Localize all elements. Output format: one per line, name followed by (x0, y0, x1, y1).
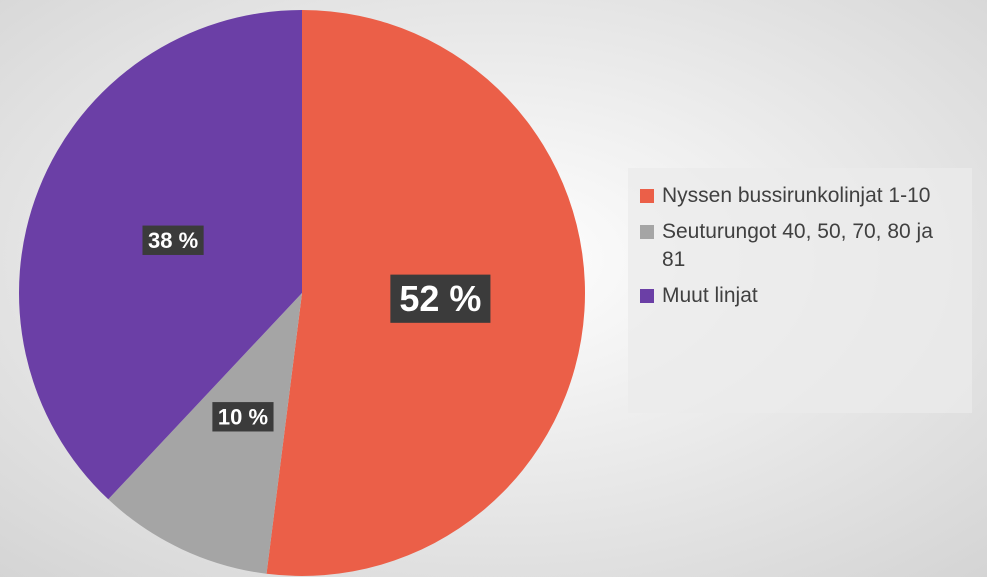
data-label: 38 % (142, 225, 204, 255)
data-label-box (212, 402, 274, 432)
data-label-text: 10 % (218, 404, 268, 429)
data-label-text: 52 % (399, 278, 481, 319)
legend-swatch (640, 189, 654, 203)
data-label-box (390, 274, 491, 323)
legend-label: Seuturungot 40, 50, 70, 80 ja 81 (662, 220, 933, 271)
legend-swatch (640, 289, 654, 303)
pie-slice (108, 293, 303, 574)
legend-item: Muut linjat (640, 282, 962, 310)
legend-item: Nyssen bussirunkolinjat 1-10 (640, 182, 962, 210)
legend-label: Muut linjat (662, 284, 758, 307)
data-label-box (142, 225, 204, 255)
legend-item: Seuturungot 40, 50, 70, 80 ja 81 (640, 218, 962, 274)
legend-label: Nyssen bussirunkolinjat 1-10 (662, 184, 931, 207)
data-label: 52 % (390, 274, 491, 323)
legend-swatch (640, 225, 654, 239)
data-label-text: 38 % (148, 228, 198, 253)
data-label: 10 % (212, 402, 274, 432)
legend: Nyssen bussirunkolinjat 1-10 Seuturungot … (628, 168, 972, 413)
